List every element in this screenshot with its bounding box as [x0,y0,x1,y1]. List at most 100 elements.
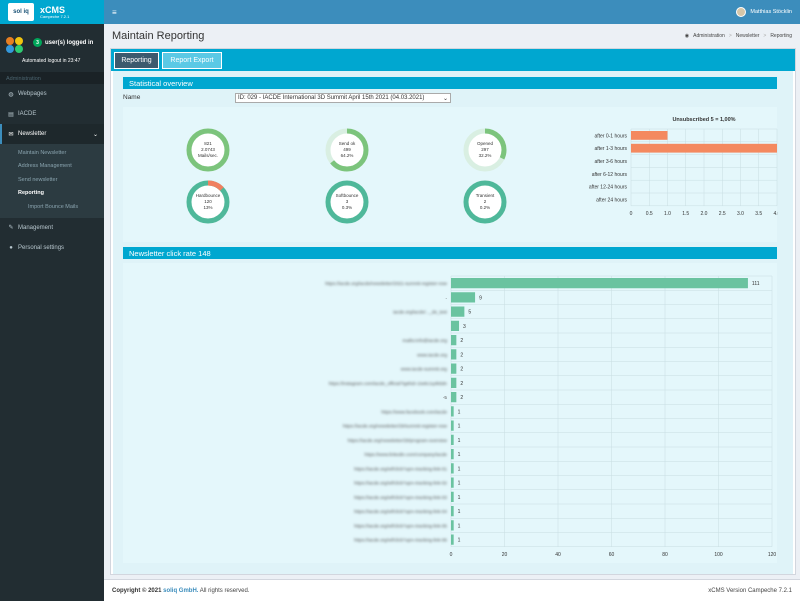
book-icon: ▤ [8,111,14,118]
sidebar-subitem-address-management[interactable]: Address Management [18,163,72,170]
logo-text: xCMS [40,4,66,15]
avatar [736,7,747,17]
y-tick-label: after 6-12 hours [592,172,628,178]
rights-text: All rights reserved. [199,587,250,594]
y-tick-label: after 1-3 hours [594,146,627,152]
click-bar [451,306,465,317]
soliq-logo-mark: sol iq [8,3,34,21]
tab-reporting[interactable]: Reporting [114,52,159,69]
stat-donut: Softbounce 3 0.3% [324,179,370,225]
sidebar-subitem-maintain-newsletter[interactable]: Maintain Newsletter [18,149,67,156]
sidebar-section-header: Administration [0,72,104,84]
x-tick-label: 120 [768,552,777,558]
version-text: xCMS Version Campeche 7.2.1 [708,587,792,594]
user-count-badge: 3 [33,38,42,47]
sidebar-subitem-send-newsletter[interactable]: Send newsletter [18,176,58,183]
tab-content: Statistical overview Name ID: 029 - IACD… [113,71,793,574]
donut-arc [325,128,369,172]
link-label: https://iacde.org/wf/click?upn=tracking-… [354,523,447,528]
reporting-box: Reporting Report Export Statistical over… [110,48,796,575]
donut-line: 64.2% [340,152,354,158]
bar-value-label: 1 [458,409,461,415]
bar-value-label: 1 [458,452,461,458]
name-label: Name [123,94,141,101]
donut-line: 13% [203,204,213,210]
link-label: - [445,295,447,300]
user-name: Matthias Stöcklin [750,9,792,15]
bar-value-label: 111 [752,281,760,287]
users-logged-in-label: user(s) logged in [45,39,94,46]
click-rate-header: Newsletter click rate 148 [123,247,777,259]
link-label: www.iacde-summit.org [401,367,448,372]
bar-value-label: 9 [479,295,482,301]
bar-value-label: 2 [460,395,463,401]
click-bar [451,278,748,289]
sidebar-item-webpages[interactable]: ◍ Webpages [0,84,104,104]
bar-value-label: 1 [458,509,461,515]
breadcrumb-reporting: Reporting [770,33,792,39]
donut-line: Opened [476,141,493,147]
logo[interactable]: sol iq xCMS Campeche 7.2.1 [0,0,104,24]
bar-value-label: 1 [458,523,461,529]
donut-arc [463,128,507,172]
donut-arc [325,180,369,224]
sidebar-item-label: Webpages [18,91,47,97]
sidebar-item-newsletter[interactable]: ✉ Newsletter ⌄ [0,124,104,144]
sidebar-item-personal-settings[interactable]: ● Personal settings [0,238,104,258]
breadcrumb-newsletter[interactable]: Newsletter [735,33,760,39]
unsubscribe-bar [631,131,668,140]
breadcrumb: ◉ Administration > Newsletter > Reportin… [684,33,792,39]
unsubscribe-bar [631,143,777,153]
breadcrumb-administration[interactable]: Administration [693,33,725,39]
donut-line: 297 [481,147,489,153]
link-label: https://iacde.org/newsletter/29/program-… [348,438,448,443]
donut-line: Hardbounce [195,193,221,199]
donut-arc [463,180,507,224]
bar-value-label: 1 [458,495,461,501]
donut-arc [186,128,230,172]
newsletter-select-value: ID: 029 - IACDE International 3D Summit … [238,95,425,101]
sidebar: sol iq xCMS Campeche 7.2.1 3 user(s) log… [0,0,104,601]
logo-subtext: Campeche 7.2.1 [40,13,70,19]
bar-value-label: 5 [468,310,471,316]
link-label: -5 [443,395,448,400]
sidebar-item-management[interactable]: ✎ Management [0,218,104,238]
tab-report-export[interactable]: Report Export [162,52,222,69]
x-tick-label: 1.0 [664,211,671,217]
click-bar [451,363,457,374]
click-bar [451,349,457,360]
bar-value-label: 2 [460,367,463,373]
click-rate-title: Newsletter click rate 148 [129,248,211,258]
user-panel: 3 user(s) logged in Automated logout in … [0,24,104,72]
bar-value-label: 1 [458,481,461,487]
newsletter-select[interactable]: ID: 029 - IACDE International 3D Summit … [235,93,451,103]
y-tick-label: after 24 hours [596,197,627,203]
sidebar-subitem-import-bounce-mails[interactable]: Import Bounce Mails [28,203,79,210]
y-tick-label: after 0-1 hours [594,133,627,139]
donut-line: Send ok [338,141,356,147]
menu-toggle-icon[interactable]: ≡ [112,7,117,17]
click-bar [451,506,454,517]
click-bar [451,406,454,417]
donut-line: 2 [483,199,487,205]
click-bar [451,335,457,346]
link-label: https://iacde.org/iacde/newsletter/2021-… [325,281,447,286]
x-tick-label: 0 [630,211,633,217]
chevron-down-icon: ⌄ [92,131,98,138]
link-label: iacde.org/iacde/..._de_test [393,310,448,315]
company-link[interactable]: soliq GmbH. [163,587,199,594]
newsletter-submenu: Maintain Newsletter Address Management S… [0,144,104,218]
link-label: https://instagram.com/iacde_official?igs… [329,381,448,386]
envelope-icon: ✉ [8,131,14,138]
donut-line: Transient [475,193,495,199]
donut-line: 3 [345,199,349,205]
stat-donut: Send ok 499 64.2% [324,127,370,173]
user-menu[interactable]: Matthias Stöcklin [736,7,792,17]
sidebar-item-iacde[interactable]: ▤ IACDE [0,104,104,124]
sidebar-subitem-reporting[interactable]: Reporting [18,190,44,197]
donut-line: 499 [343,147,351,153]
x-tick-label: 80 [662,552,668,558]
click-bar [451,320,460,331]
x-tick-label: 3.5 [755,211,762,217]
click-bar [451,463,454,474]
